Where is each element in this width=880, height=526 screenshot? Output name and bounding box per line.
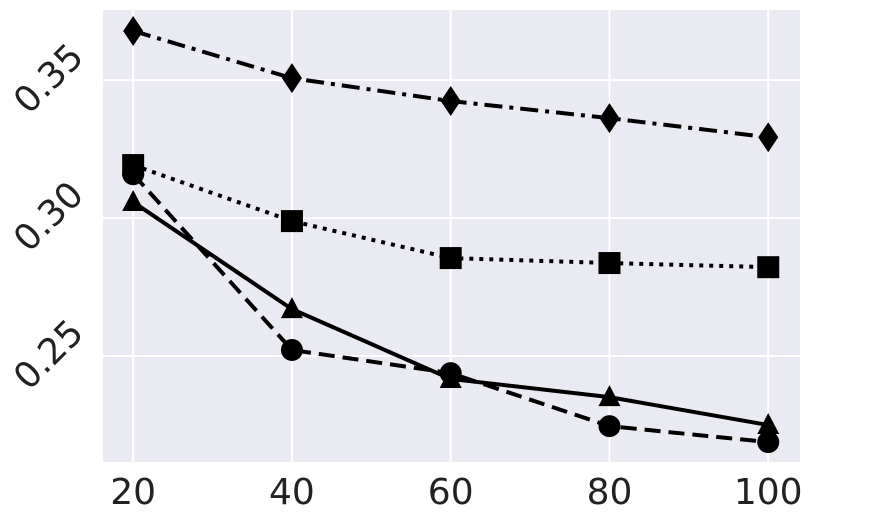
marker: [757, 413, 780, 435]
marker: [757, 431, 780, 454]
marker: [598, 415, 621, 438]
x-tick-label: 60: [428, 472, 474, 513]
y-tick-label: 0.30: [6, 174, 92, 260]
marker: [280, 210, 303, 233]
y-tick-label: 0.35: [6, 36, 92, 122]
x-tick-label: 80: [587, 472, 633, 513]
marker: [122, 190, 145, 212]
marker: [599, 103, 620, 134]
x-tick-label: 20: [110, 472, 156, 513]
marker: [757, 256, 780, 279]
marker: [123, 15, 144, 46]
marker: [439, 366, 462, 388]
marker: [758, 122, 779, 153]
marker: [440, 86, 461, 117]
marker: [280, 297, 303, 319]
marker: [280, 338, 303, 361]
marker: [598, 385, 621, 407]
marker: [598, 252, 621, 275]
x-tick-label: 100: [734, 472, 803, 513]
y-tick-label: 0.25: [6, 312, 92, 398]
marker: [122, 163, 145, 186]
x-tick-label: 40: [269, 472, 315, 513]
marker: [439, 247, 462, 270]
marker: [281, 63, 302, 94]
